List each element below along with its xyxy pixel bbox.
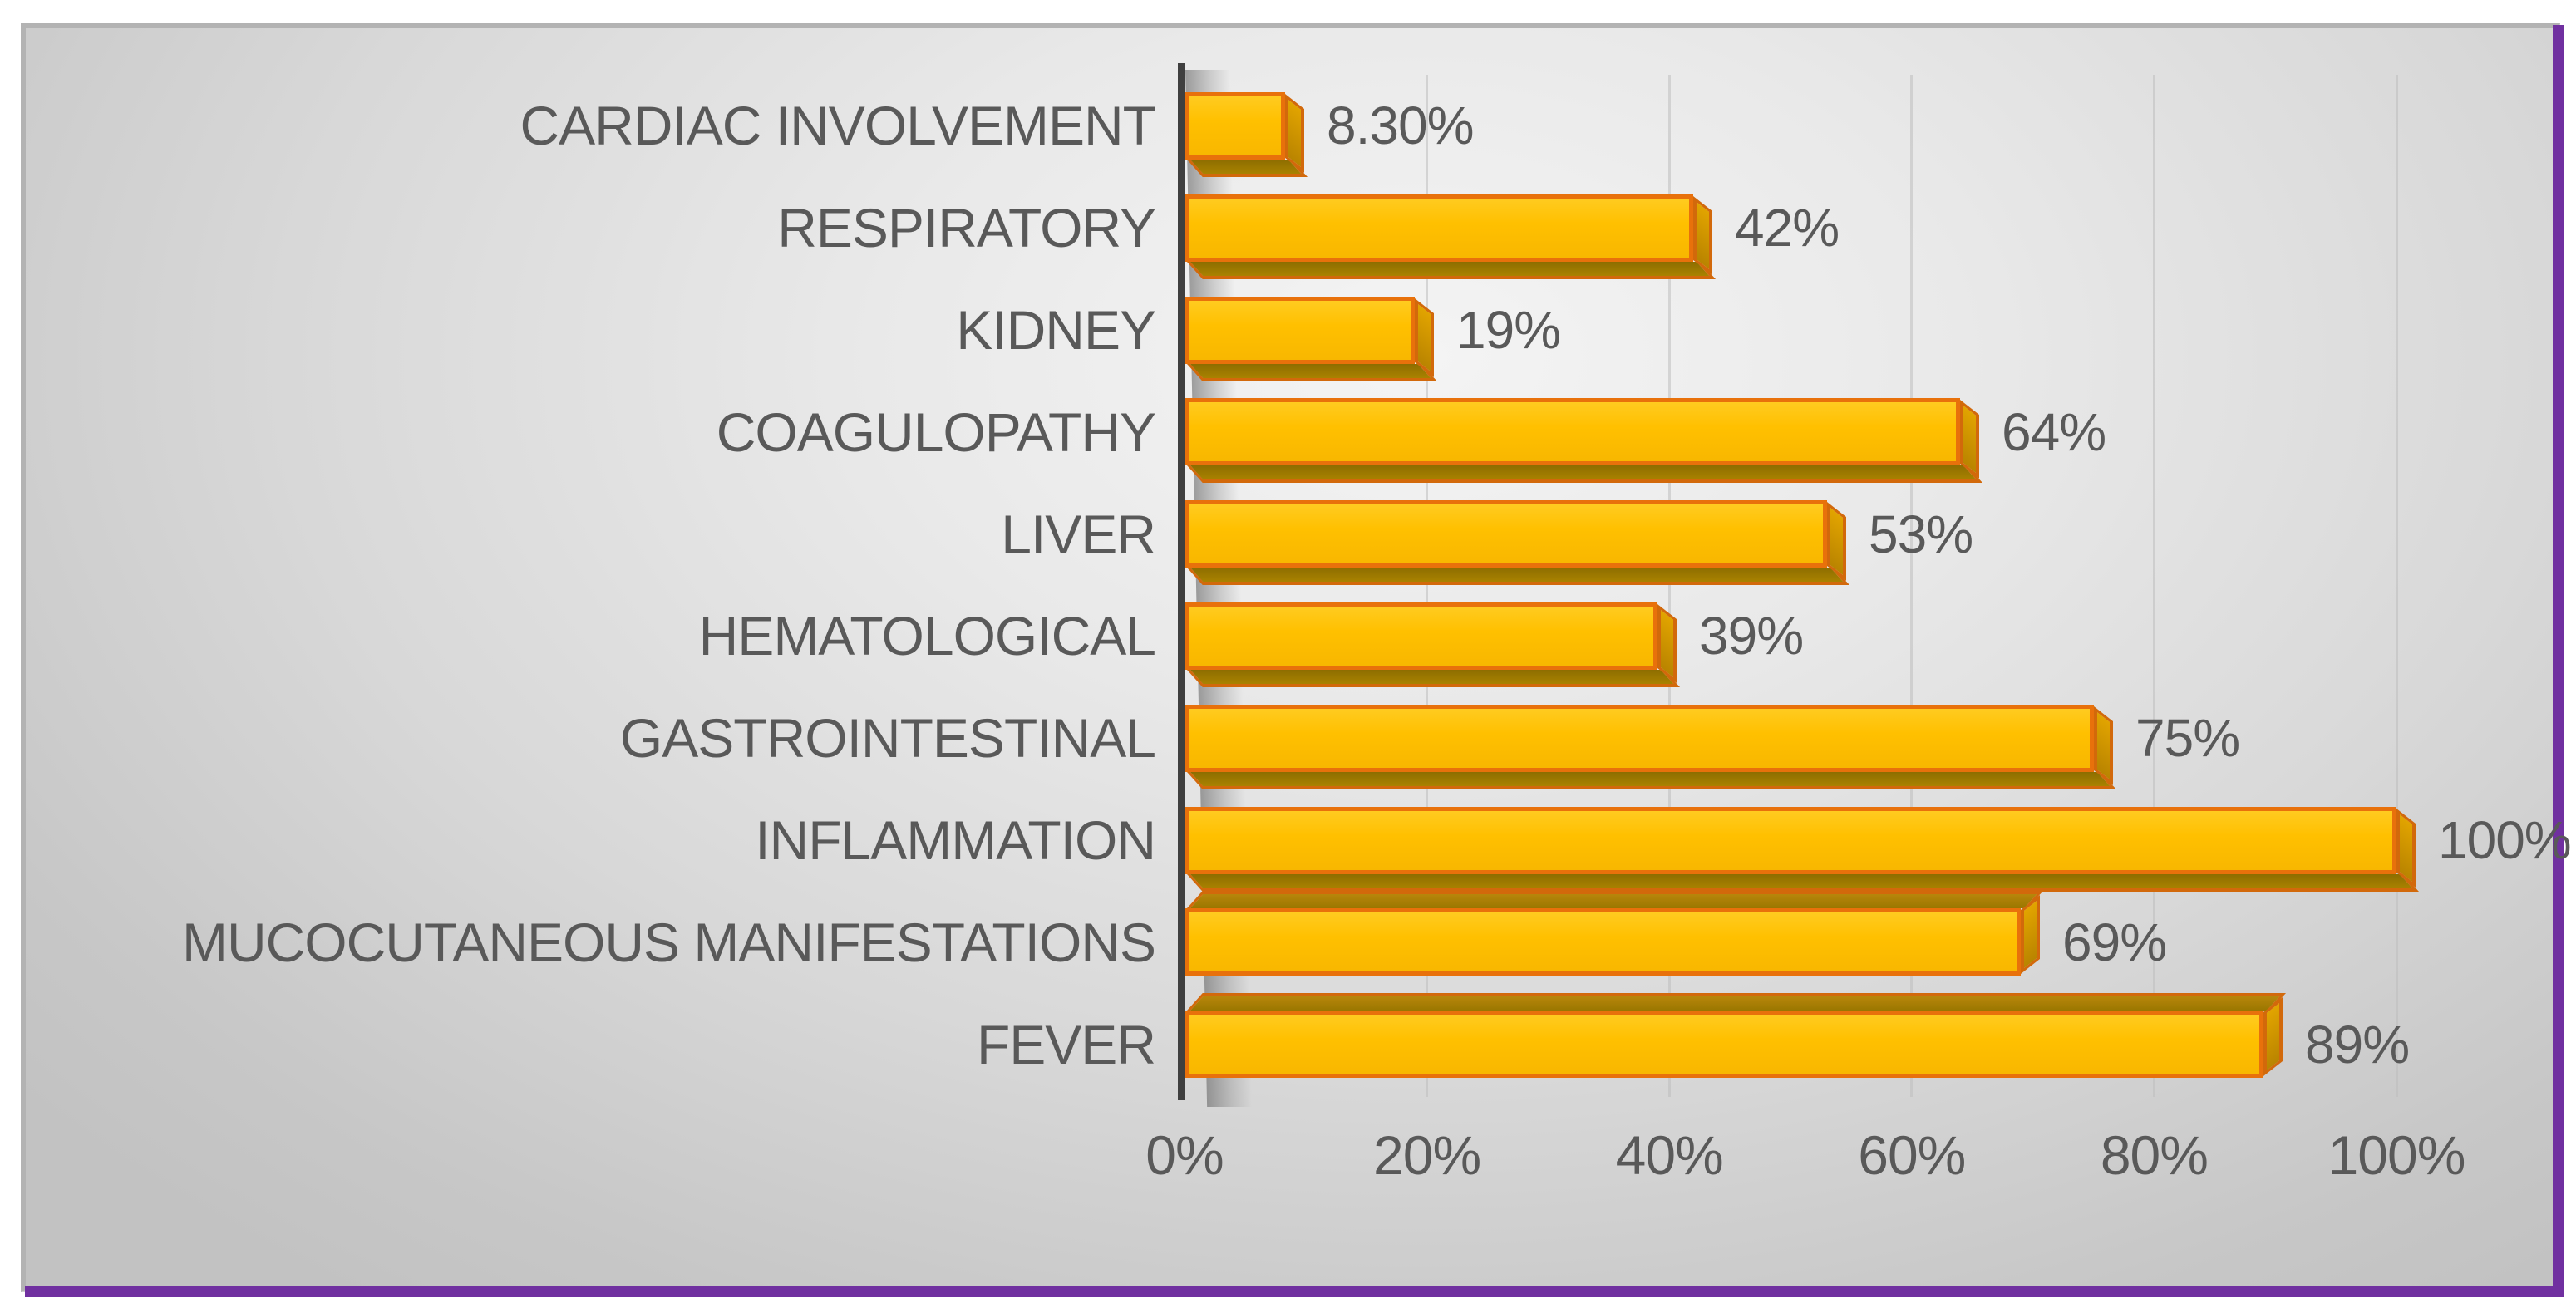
bar-face bbox=[1185, 296, 1415, 364]
gridline-80% bbox=[2152, 75, 2155, 1097]
bar-face bbox=[1185, 704, 2094, 772]
bar-face bbox=[1185, 1011, 2263, 1079]
category-label: CARDIAC INVOLVEMENT bbox=[520, 95, 1156, 157]
gridline-60% bbox=[1910, 75, 1914, 1097]
category-axis-line bbox=[1178, 63, 1185, 1100]
figure-border-right bbox=[2553, 25, 2564, 1297]
bar-3d-side-face bbox=[1187, 669, 1680, 687]
x-axis-tick-label: 100% bbox=[2327, 1124, 2466, 1186]
x-axis-tick-label: 0% bbox=[1145, 1124, 1224, 1186]
data-bar bbox=[1185, 891, 2043, 976]
bar-3d-side-face bbox=[1187, 261, 1716, 279]
value-label: 8.30% bbox=[1327, 96, 1474, 156]
bar-face bbox=[1185, 908, 2021, 976]
data-bar bbox=[1185, 296, 1437, 381]
category-label: KIDNEY bbox=[956, 299, 1156, 361]
category-label: RESPIRATORY bbox=[777, 197, 1156, 259]
gridline-20% bbox=[1426, 75, 1429, 1097]
bar-3d-side-face bbox=[1187, 891, 2043, 909]
data-bar bbox=[1185, 500, 1849, 586]
bar-face bbox=[1185, 806, 2396, 874]
value-label: 19% bbox=[1456, 300, 1561, 360]
x-axis-tick-label: 40% bbox=[1615, 1124, 1724, 1186]
x-axis-tick-label: 60% bbox=[1858, 1124, 1966, 1186]
bar-3d-side-face bbox=[1187, 159, 1308, 177]
data-bar bbox=[1185, 91, 1308, 177]
category-label: GASTROINTESTINAL bbox=[619, 707, 1156, 770]
bar-3d-side-face bbox=[1187, 993, 2286, 1011]
data-bar bbox=[1185, 602, 1680, 687]
gridline-40% bbox=[1667, 75, 1671, 1097]
data-bar bbox=[1185, 806, 2419, 892]
bar-3d-side-face bbox=[1187, 363, 1437, 381]
bar-face bbox=[1185, 91, 1285, 160]
category-label: INFLAMMATION bbox=[755, 809, 1156, 871]
category-label: COAGULOPATHY bbox=[716, 401, 1156, 463]
x-axis-tick-label: 80% bbox=[2100, 1124, 2209, 1186]
value-label: 39% bbox=[1699, 606, 1804, 666]
value-label: 53% bbox=[1869, 504, 1973, 564]
figure-border-bottom bbox=[25, 1286, 2564, 1297]
bar-face bbox=[1185, 602, 1657, 670]
data-bar bbox=[1185, 993, 2286, 1079]
gridline-100% bbox=[2395, 75, 2398, 1097]
data-bar bbox=[1185, 704, 2116, 789]
value-label: 100% bbox=[2438, 810, 2572, 870]
data-bar bbox=[1185, 398, 1982, 484]
category-label: LIVER bbox=[1001, 503, 1156, 565]
value-label: 89% bbox=[2305, 1014, 2410, 1074]
value-label: 69% bbox=[2062, 912, 2167, 972]
category-label: MUCOCUTANEOUS MANIFESTATIONS bbox=[181, 911, 1156, 973]
bar-face bbox=[1185, 194, 1693, 262]
category-label: HEMATOLOGICAL bbox=[698, 605, 1156, 667]
bar-face bbox=[1185, 398, 1960, 466]
category-label: FEVER bbox=[976, 1013, 1156, 1075]
x-axis-tick-label: 20% bbox=[1373, 1124, 1481, 1186]
bar-3d-side-face bbox=[1187, 873, 2419, 892]
value-label: 64% bbox=[2002, 401, 2106, 462]
data-bar bbox=[1185, 194, 1716, 279]
bar-face bbox=[1185, 500, 1827, 568]
bar-3d-side-face bbox=[1187, 771, 2116, 789]
value-label: 42% bbox=[1735, 198, 1840, 258]
bar-3d-side-face bbox=[1187, 465, 1982, 484]
value-label: 75% bbox=[2135, 708, 2240, 769]
bar-3d-side-face bbox=[1187, 568, 1849, 586]
